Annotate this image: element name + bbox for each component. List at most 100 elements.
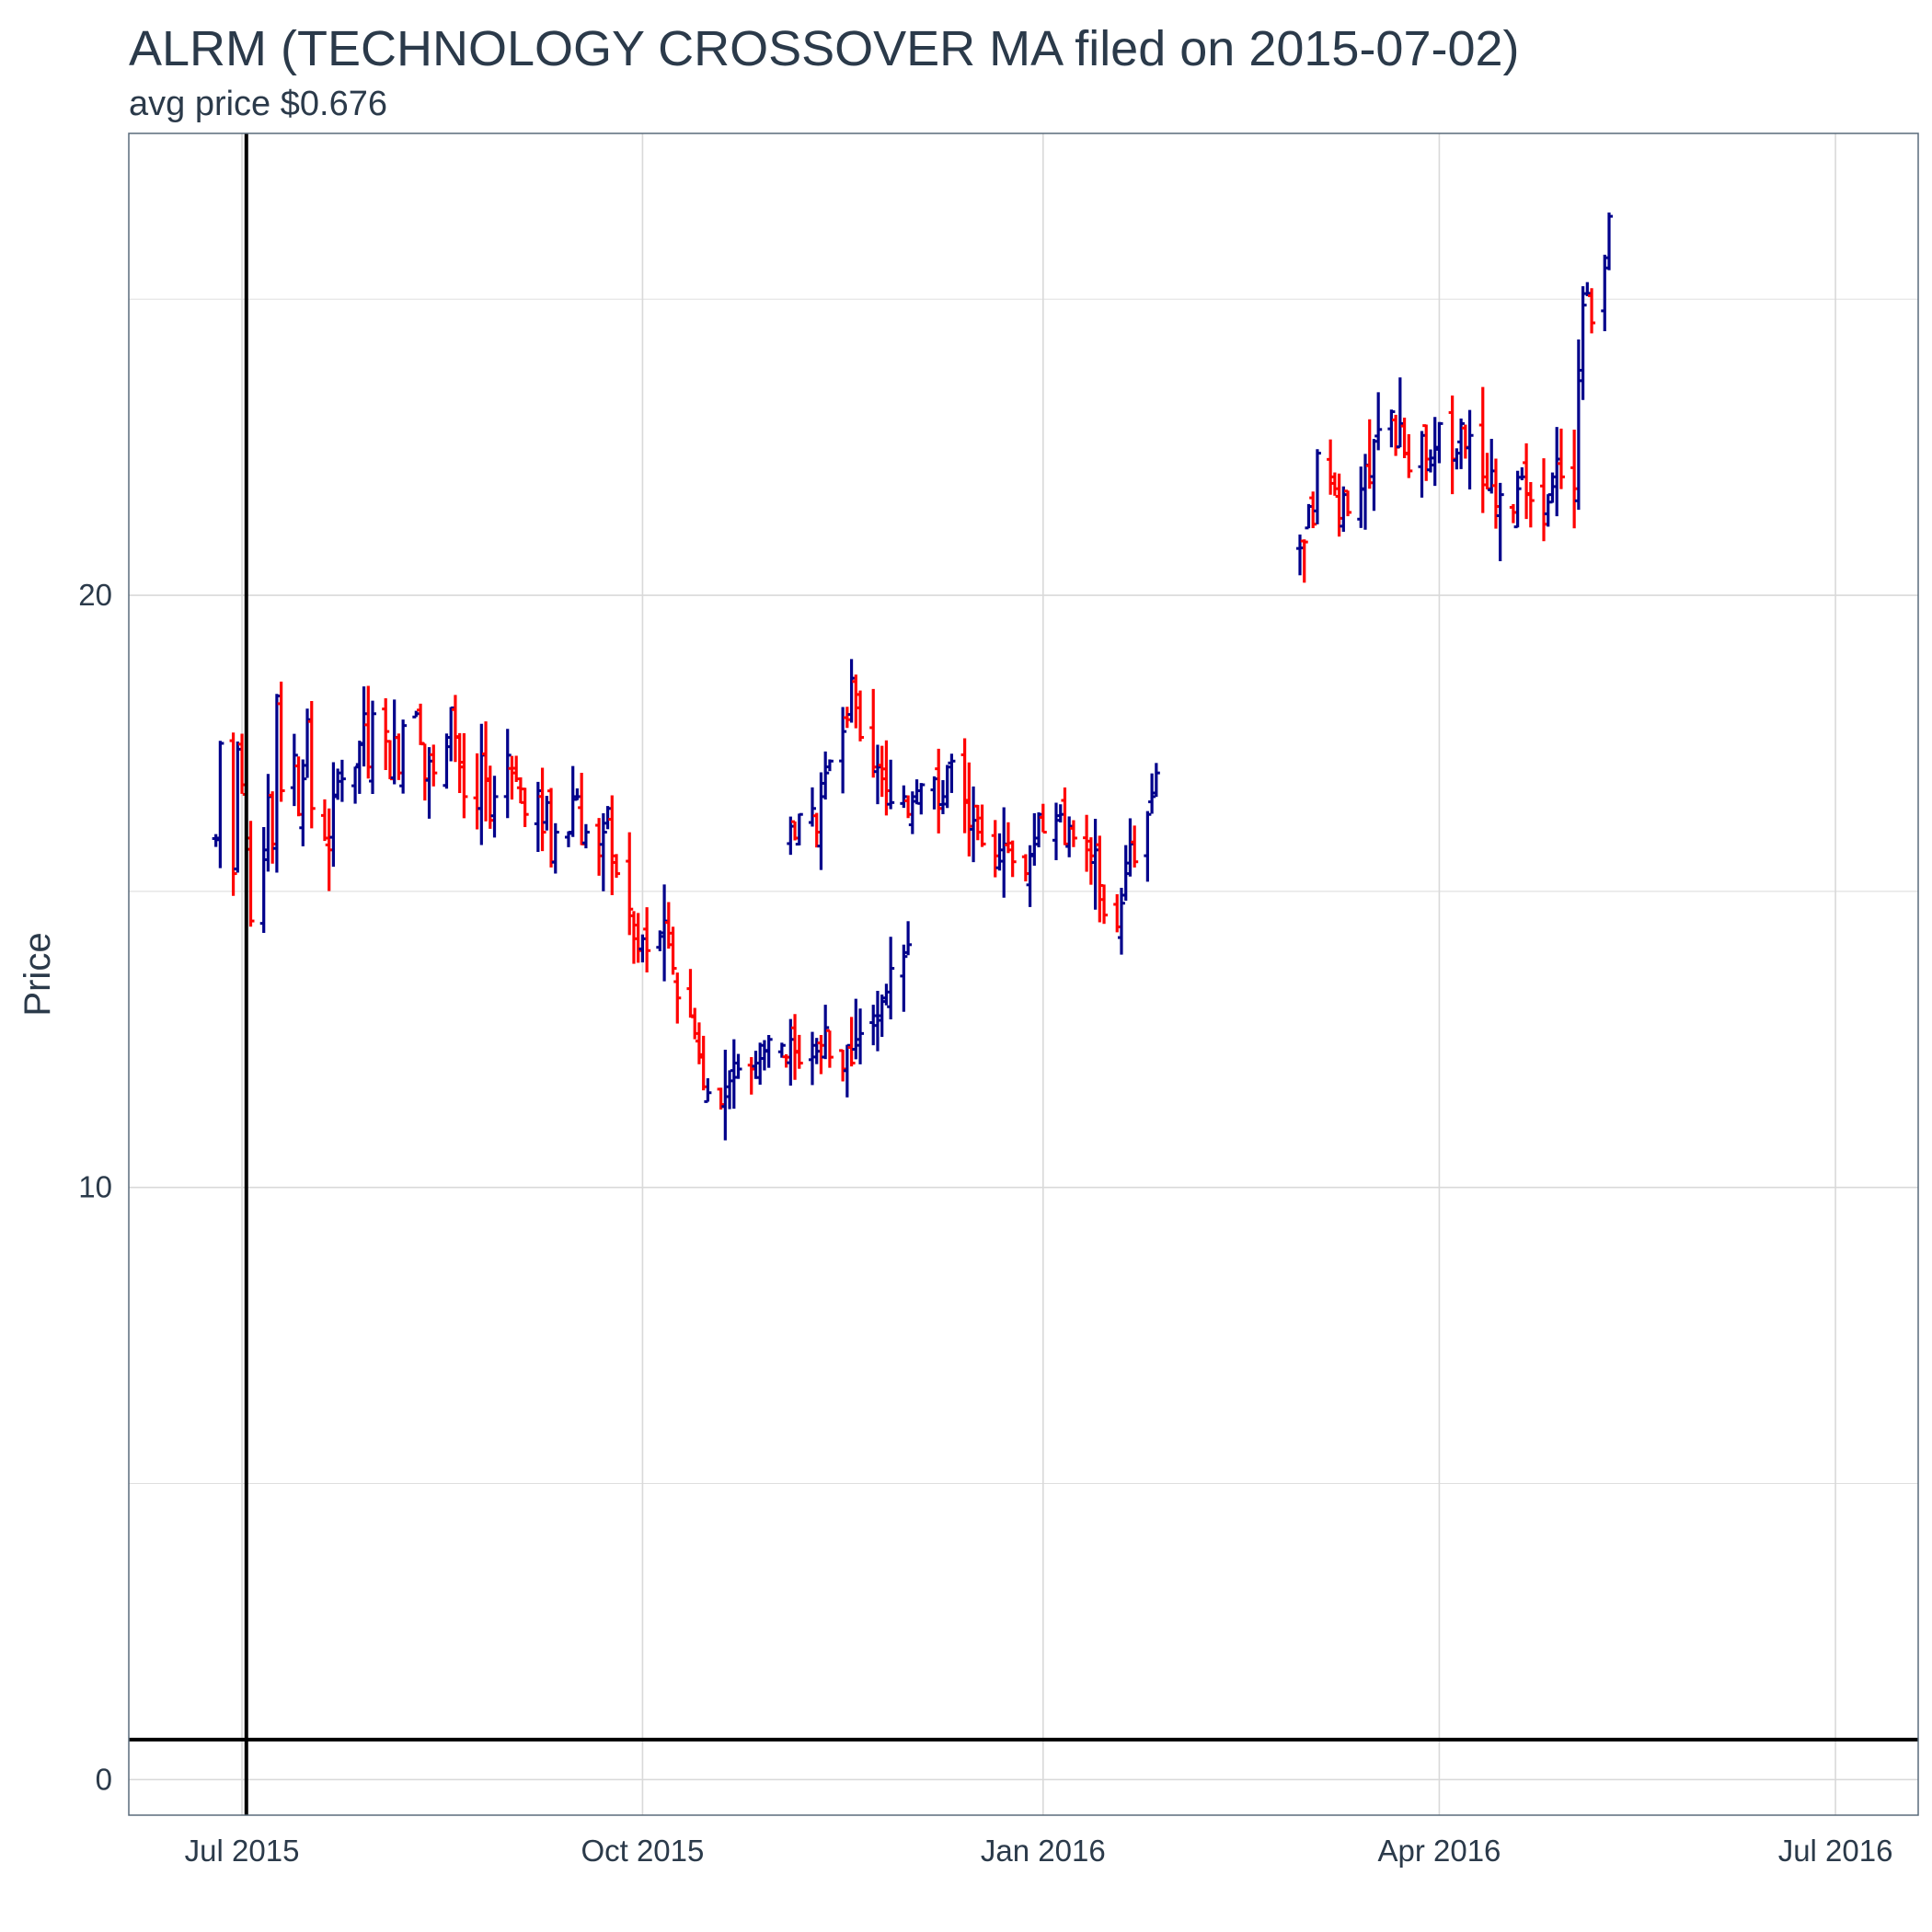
- ohlc-bar: [843, 1043, 851, 1098]
- ohlc-bar: [843, 707, 851, 729]
- ohlc-bar: [1340, 486, 1348, 533]
- ohlc-bar: [369, 700, 377, 795]
- ohlc-bar: [691, 1007, 699, 1040]
- ohlc-bar: [656, 930, 664, 951]
- ohlc-bar: [808, 787, 816, 827]
- ohlc-bar: [777, 1042, 786, 1058]
- ohlc-bar: [943, 765, 951, 809]
- ohlc-bar: [1605, 213, 1614, 270]
- ohlc-bar: [412, 710, 420, 719]
- x-tick-label: Jul 2016: [1778, 1834, 1893, 1868]
- ohlc-bar: [1418, 431, 1426, 498]
- ohlc-bar: [547, 788, 556, 868]
- ohlc-bar: [643, 907, 651, 973]
- plot-frame: [128, 132, 1919, 1816]
- ohlc-bar: [1313, 449, 1321, 524]
- ohlc-bar: [420, 742, 429, 801]
- ohlc-bar: [277, 681, 285, 802]
- ohlc-bar: [1065, 816, 1074, 857]
- x-tick-label: Jul 2015: [185, 1834, 300, 1868]
- ohlc-bar: [808, 1031, 816, 1086]
- ohlc-bar: [1392, 414, 1400, 456]
- ohlc-bar: [382, 698, 390, 771]
- y-tick-label: 0: [96, 1762, 112, 1796]
- ohlc-bar: [1052, 802, 1060, 860]
- ohlc-bar: [817, 772, 825, 870]
- ohlc-bar: [1553, 427, 1561, 517]
- ohlc-bar: [538, 767, 546, 852]
- ohlc-bar: [904, 921, 913, 956]
- ohlc-bar: [1523, 443, 1531, 520]
- y-axis-title: Price: [17, 932, 58, 1016]
- ohlc-bar: [425, 747, 433, 819]
- ohlc-bar: [1405, 433, 1413, 478]
- ohlc-bar: [817, 1035, 825, 1075]
- ohlc-bar: [1069, 820, 1077, 847]
- reference-lines: [129, 133, 1918, 1815]
- ohlc-bar: [726, 1070, 734, 1110]
- ohlc-bar: [1526, 482, 1535, 528]
- ohlc-bar: [508, 755, 516, 800]
- ohlc-bar: [1431, 417, 1439, 487]
- ohlc-bar: [482, 721, 490, 822]
- ohlc-bar: [503, 729, 512, 819]
- x-tick-label: Jan 2016: [981, 1834, 1106, 1868]
- ohlc-bar: [1000, 807, 1008, 898]
- ohlc-bar: [1544, 493, 1552, 527]
- ohlc-bar: [822, 1005, 830, 1060]
- ohlc-bar: [839, 707, 847, 794]
- ohlc-bar: [551, 822, 559, 874]
- ohlc-bar: [1426, 449, 1434, 473]
- ohlc-bar: [1121, 845, 1130, 901]
- ohlc-bar: [360, 686, 368, 767]
- ohlc-bar: [1601, 254, 1609, 332]
- ohlc-bar: [1117, 887, 1125, 955]
- ohlc-bar: [234, 742, 242, 873]
- ohlc-bar: [1588, 288, 1596, 334]
- ohlc-bar: [573, 788, 581, 801]
- ohlc-bar: [1374, 392, 1383, 451]
- ohlc-bar: [887, 759, 895, 810]
- ohlc-bar: [569, 765, 577, 837]
- ohlc-bar: [490, 776, 499, 838]
- ohlc-bar: [299, 759, 307, 846]
- ohlc-bar: [430, 744, 438, 787]
- ohlc-bar: [730, 1039, 738, 1110]
- ohlc-bar: [857, 1008, 865, 1064]
- ohlc-bar: [447, 706, 455, 762]
- ohlc-bar: [825, 759, 834, 772]
- ohlc-bar: [307, 701, 316, 829]
- ohlc-bar: [1478, 386, 1487, 513]
- ohlc-bar: [626, 832, 634, 936]
- ohlc-bar: [1344, 489, 1352, 517]
- ohlc-bar: [869, 688, 878, 778]
- y-tick-label: 10: [78, 1170, 112, 1204]
- ohlc-bar: [451, 695, 459, 763]
- ohlc-bar: [1491, 458, 1500, 529]
- ohlc-bar: [965, 762, 973, 857]
- ohlc-bar: [1387, 409, 1396, 448]
- ohlc-bar: [1457, 418, 1466, 469]
- ohlc-bar: [399, 719, 408, 794]
- ohlc-bar: [852, 998, 860, 1060]
- ohlc-bar: [908, 791, 916, 834]
- ohlc-bar: [995, 833, 1004, 871]
- ohlc-bar: [608, 795, 616, 895]
- ohlc-bar: [1004, 822, 1012, 854]
- ohlc-bar: [765, 1035, 773, 1068]
- ohlc-bar: [1435, 421, 1443, 464]
- ohlc-bar: [1061, 787, 1069, 845]
- ohlc-bar: [812, 812, 821, 848]
- ohlc-bar: [978, 804, 986, 847]
- chart-title: ALRM (TECHNOLOGY CROSSOVER MA filed on 2…: [129, 21, 1520, 76]
- ohlc-bar: [1144, 811, 1152, 882]
- tick-labels: 0 10 20 Jul 2015 Oct 2015 Jan 2016 Apr 2016 Jul…: [78, 578, 1892, 1868]
- ohlc-bar: [791, 1014, 799, 1080]
- ohlc-bar: [704, 1078, 712, 1103]
- ohlc-bar: [948, 753, 956, 793]
- grid-layer: [129, 133, 1918, 1815]
- ohlc-bar: [338, 759, 346, 802]
- ohlc-bar: [973, 804, 982, 841]
- ohlc-bar: [1422, 424, 1431, 481]
